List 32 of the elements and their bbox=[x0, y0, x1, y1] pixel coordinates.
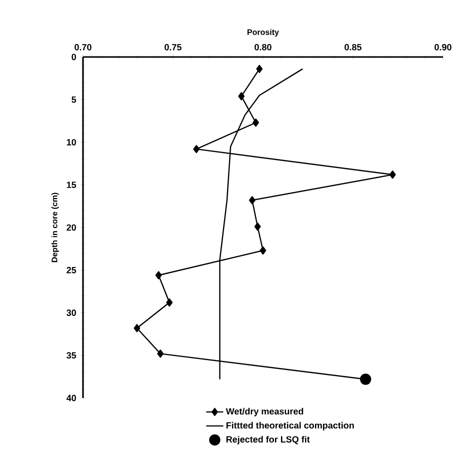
x-tick-label: 0.70 bbox=[74, 44, 92, 50]
x-tick-label: 0.75 bbox=[164, 44, 182, 50]
point bbox=[157, 350, 164, 358]
point bbox=[252, 118, 260, 127]
y-tick-label: 5 bbox=[72, 96, 76, 103]
point bbox=[193, 144, 200, 154]
point bbox=[166, 298, 173, 307]
y-axis-title: Depth in core (cm) bbox=[51, 192, 59, 262]
legend-label: Wet/dry measured bbox=[226, 408, 304, 416]
point bbox=[254, 222, 261, 231]
x-tick-label: 0.85 bbox=[344, 44, 362, 50]
y-tick-label: 40 bbox=[66, 394, 76, 402]
point bbox=[155, 271, 162, 280]
point bbox=[256, 64, 263, 74]
legend-label: Fittted theoretical compaction bbox=[226, 422, 354, 430]
x-tick-label: 0.90 bbox=[434, 44, 452, 50]
point bbox=[260, 246, 266, 255]
point bbox=[389, 170, 396, 179]
point bbox=[248, 196, 256, 204]
y-tick-label: 30 bbox=[66, 310, 76, 316]
y-tick-label: 25 bbox=[66, 266, 76, 274]
y-tick-label: 15 bbox=[66, 182, 76, 188]
y-tick-label: 10 bbox=[66, 139, 76, 146]
x-axis-title: Porosity bbox=[248, 29, 279, 37]
legend-label: Rejected for LSQ fit bbox=[226, 436, 310, 444]
point bbox=[360, 374, 372, 385]
point bbox=[238, 92, 245, 100]
y-tick-label: 35 bbox=[66, 352, 76, 359]
point bbox=[134, 324, 140, 332]
y-tick-label: 0 bbox=[72, 54, 76, 60]
y-tick-label: 20 bbox=[66, 224, 76, 231]
x-tick-label: 0.80 bbox=[254, 44, 272, 50]
